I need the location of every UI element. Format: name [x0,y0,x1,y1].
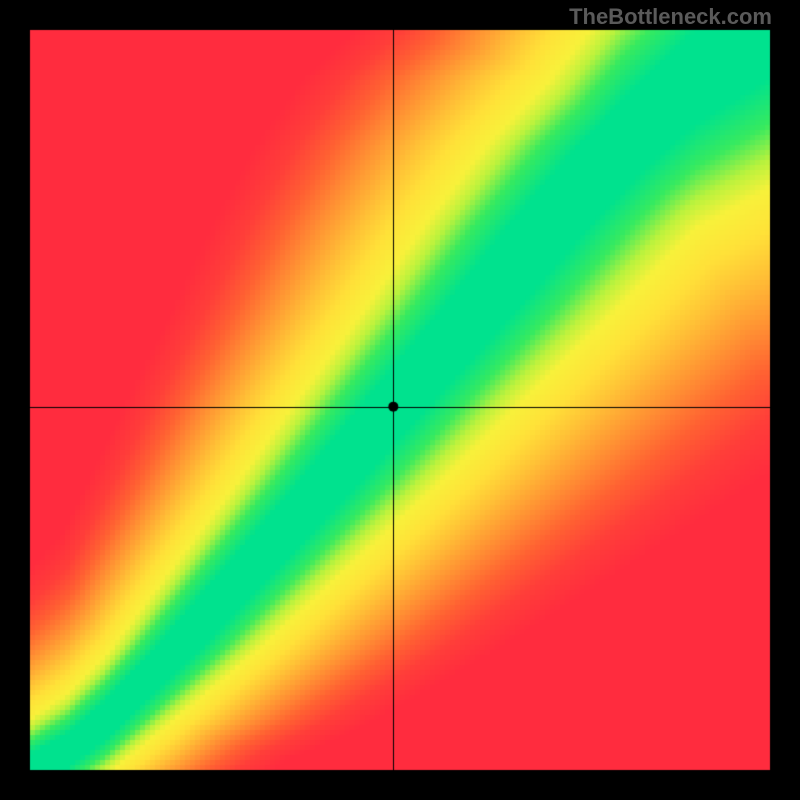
chart-container: TheBottleneck.com [0,0,800,800]
bottleneck-heatmap [0,0,800,800]
attribution-label: TheBottleneck.com [569,4,772,30]
